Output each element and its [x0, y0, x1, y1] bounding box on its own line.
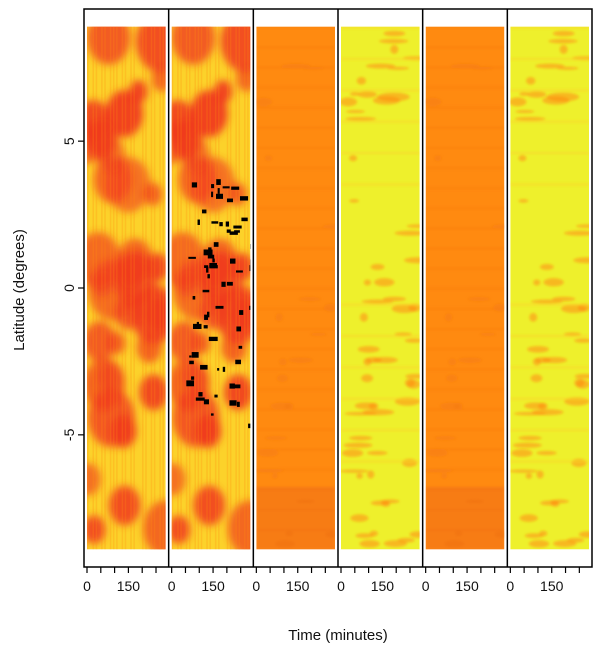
panel-p5 — [425, 26, 505, 550]
panel-p2 — [171, 26, 251, 550]
panel-p4 — [341, 26, 420, 550]
y-tick-label: 0 — [61, 284, 77, 292]
x-tick-label: 0 — [168, 578, 176, 594]
x-axis-title: Time (minutes) — [288, 627, 387, 644]
panels-layer — [87, 26, 590, 550]
panel-p3 — [256, 26, 336, 550]
x-tick-label: 0 — [506, 578, 514, 594]
x-tick-label: 150 — [455, 578, 479, 594]
missing-data-pixels — [186, 179, 251, 429]
y-tick-label: 5 — [61, 137, 77, 145]
x-tick-label: 0 — [337, 578, 345, 594]
panel-p6 — [510, 26, 590, 550]
y-tick-label: -5 — [61, 428, 77, 441]
x-tick-label: 150 — [371, 578, 395, 594]
x-tick-label: 0 — [83, 578, 91, 594]
x-tick-label: 150 — [286, 578, 310, 594]
x-tick-label: 0 — [422, 578, 430, 594]
x-tick-label: 150 — [540, 578, 564, 594]
x-tick-label: 150 — [201, 578, 225, 594]
panel-p1 — [87, 26, 166, 550]
axes-layer: 5 0 -5 0 150 0 150 0 150 0 150 0 150 0 150 — [61, 8, 593, 594]
x-tick-label: 150 — [117, 578, 141, 594]
x-tick-label: 0 — [252, 578, 260, 594]
y-axis-title: Latitude (degrees) — [11, 229, 28, 351]
